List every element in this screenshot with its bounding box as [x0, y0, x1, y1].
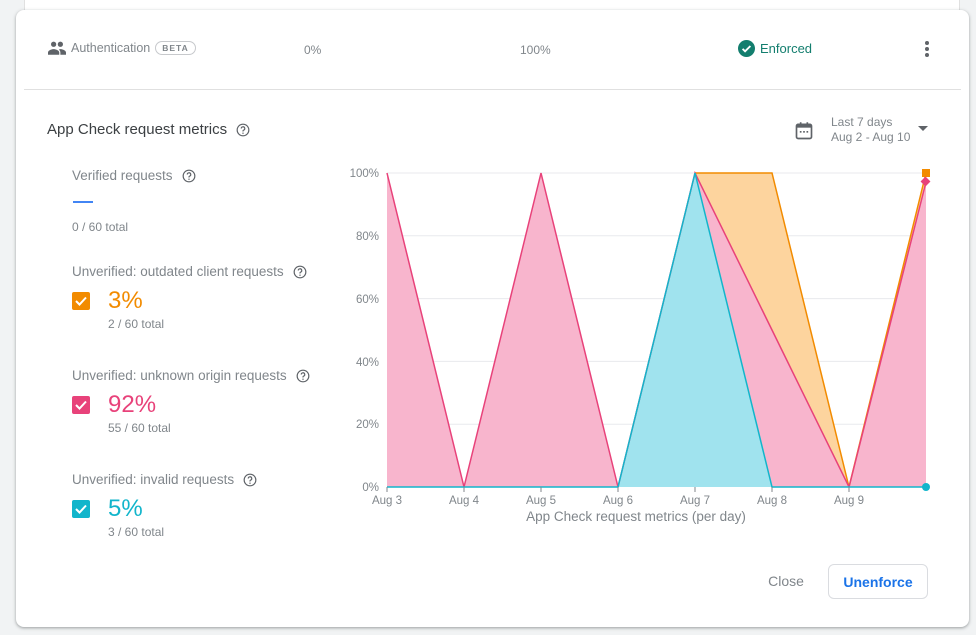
invalid-endpoint-marker — [922, 483, 930, 491]
metric-value: 92% — [108, 391, 157, 418]
svg-text:Aug 4: Aug 4 — [449, 495, 480, 507]
service-row[interactable]: Authentication BETA 0% 100% Enforced — [24, 10, 961, 90]
unknown-origin-checkbox[interactable] — [72, 396, 90, 414]
metric-total: 3 / 60 total — [108, 525, 165, 539]
service-label: Authentication — [71, 41, 151, 55]
invalid-checkbox[interactable] — [72, 500, 90, 518]
svg-text:Aug 6: Aug 6 — [603, 495, 633, 507]
svg-text:60%: 60% — [356, 294, 379, 306]
percent-a: 0% — [304, 43, 322, 57]
metrics-area-chart[interactable]: 100% 80% 60% 40% 20% 0% — [332, 160, 962, 540]
y-axis-labels: 100% 80% 60% 40% 20% 0% — [350, 168, 379, 494]
more-vert-icon[interactable] — [924, 40, 930, 58]
metric-label-text: Verified requests — [72, 168, 173, 183]
metric-label: Unverified: unknown origin requests — [72, 368, 310, 383]
svg-text:Aug 9: Aug 9 — [834, 495, 864, 507]
date-range-label: Last 7 days — [831, 115, 893, 129]
svg-text:Aug 7: Aug 7 — [680, 495, 710, 507]
metric-label-text: Unverified: invalid requests — [72, 472, 235, 487]
metric-total: 55 / 60 total — [108, 421, 171, 435]
percent-b: 100% — [520, 43, 551, 57]
calendar-icon — [795, 122, 813, 140]
more-menu-button[interactable] — [924, 40, 930, 63]
beta-badge: BETA — [155, 41, 196, 55]
caret-down-icon — [918, 126, 929, 131]
date-range-picker[interactable]: Last 7 days Aug 2 - Aug 10 — [794, 115, 929, 145]
unenforce-button[interactable]: Unenforce — [828, 564, 928, 599]
svg-text:Aug 5: Aug 5 — [526, 495, 556, 507]
help-icon[interactable] — [243, 473, 257, 487]
check-icon — [75, 296, 87, 306]
unknown-origin-endpoint-marker — [920, 176, 931, 187]
metric-label-text: Unverified: outdated client requests — [72, 264, 284, 279]
svg-text:20%: 20% — [356, 419, 379, 431]
help-icon[interactable] — [182, 169, 196, 183]
metric-label: Unverified: invalid requests — [72, 472, 257, 487]
help-icon[interactable] — [296, 369, 310, 383]
outdated-endpoint-marker — [922, 169, 930, 177]
metrics-title: App Check request metrics — [47, 121, 228, 138]
metric-outdated-client: Unverified: outdated client requests 3% … — [72, 264, 307, 331]
status-badge: Enforced — [738, 40, 812, 57]
metric-unknown-origin: Unverified: unknown origin requests 92% … — [72, 368, 310, 435]
outdated-checkbox[interactable] — [72, 292, 90, 310]
metric-value: 5% — [108, 495, 143, 522]
x-axis-labels: Aug 3 Aug 4 Aug 5 Aug 6 Aug 7 Aug 8 Aug … — [372, 495, 864, 507]
people-icon — [48, 41, 66, 55]
svg-text:0%: 0% — [362, 482, 379, 494]
metric-label: Verified requests — [72, 168, 196, 183]
svg-text:100%: 100% — [350, 168, 379, 180]
metric-invalid: Unverified: invalid requests 5% 3 / 60 t… — [72, 472, 257, 539]
metrics-section-title: App Check request metrics — [47, 121, 250, 138]
svg-text:Aug 8: Aug 8 — [757, 495, 787, 507]
close-button[interactable]: Close — [758, 566, 814, 596]
series-outdated-line — [695, 172, 927, 488]
date-range-dates: Aug 2 - Aug 10 — [831, 130, 911, 144]
check-icon — [75, 504, 87, 514]
date-range-text: Last 7 days Aug 2 - Aug 10 — [831, 115, 910, 145]
check-icon — [75, 400, 87, 410]
metric-total: 2 / 60 total — [108, 317, 165, 331]
app-check-service-card: Authentication BETA 0% 100% Enforced App… — [16, 10, 969, 627]
help-icon[interactable] — [293, 265, 307, 279]
service-name: Authentication BETA — [48, 41, 196, 55]
x-axis-ticks — [386, 487, 850, 492]
status-label: Enforced — [760, 41, 813, 56]
series-invalid-area — [618, 173, 772, 487]
metric-value: 3% — [108, 287, 143, 314]
metric-label-text: Unverified: unknown origin requests — [72, 368, 287, 383]
svg-text:40%: 40% — [356, 357, 379, 369]
x-axis-title: App Check request metrics (per day) — [526, 509, 746, 524]
check-circle-icon — [738, 40, 755, 57]
legend-line — [73, 201, 93, 203]
help-icon[interactable] — [236, 123, 250, 137]
svg-text:Aug 3: Aug 3 — [372, 495, 402, 507]
metric-verified: Verified requests 0 / 60 total — [72, 168, 196, 234]
metric-total: 0 / 60 total — [72, 220, 129, 234]
background-card — [24, 0, 960, 10]
svg-text:80%: 80% — [356, 231, 379, 243]
metric-label: Unverified: outdated client requests — [72, 264, 307, 279]
